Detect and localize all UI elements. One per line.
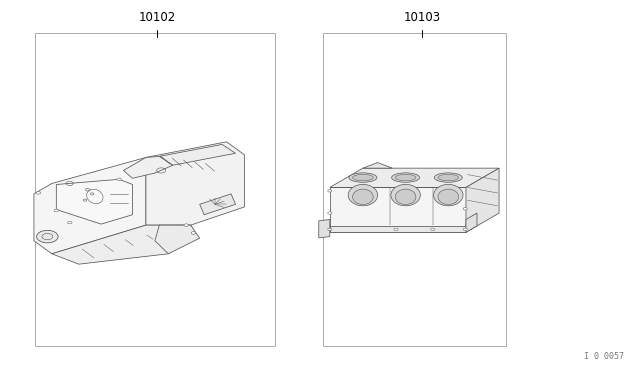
Circle shape <box>67 221 72 224</box>
Circle shape <box>328 190 332 192</box>
Polygon shape <box>466 168 499 232</box>
Circle shape <box>184 224 188 227</box>
Circle shape <box>36 230 58 243</box>
Polygon shape <box>52 225 195 264</box>
Ellipse shape <box>396 174 416 181</box>
Circle shape <box>394 228 398 231</box>
Ellipse shape <box>391 185 420 206</box>
Circle shape <box>463 228 467 231</box>
Text: 10103: 10103 <box>404 11 441 24</box>
Polygon shape <box>330 168 499 187</box>
Polygon shape <box>34 157 146 254</box>
Circle shape <box>54 209 58 212</box>
Circle shape <box>328 212 332 214</box>
Circle shape <box>36 192 40 194</box>
Ellipse shape <box>396 189 416 205</box>
Ellipse shape <box>353 174 373 181</box>
Ellipse shape <box>349 173 377 182</box>
Polygon shape <box>466 213 477 232</box>
Circle shape <box>328 228 332 231</box>
Circle shape <box>431 228 435 231</box>
Bar <box>35 33 275 346</box>
Polygon shape <box>330 187 466 232</box>
Ellipse shape <box>438 189 459 205</box>
Bar <box>323 33 506 346</box>
Circle shape <box>116 178 122 181</box>
Polygon shape <box>155 225 200 254</box>
Text: I 0 0057: I 0 0057 <box>584 352 624 361</box>
Ellipse shape <box>348 185 378 206</box>
Polygon shape <box>56 179 132 224</box>
Polygon shape <box>159 144 236 165</box>
Ellipse shape <box>435 173 462 182</box>
Polygon shape <box>330 226 466 232</box>
Polygon shape <box>200 194 236 215</box>
Ellipse shape <box>438 174 459 181</box>
Text: 10102: 10102 <box>138 11 175 24</box>
Polygon shape <box>124 156 173 178</box>
Polygon shape <box>146 142 244 225</box>
Circle shape <box>463 208 467 210</box>
Ellipse shape <box>392 173 420 182</box>
Ellipse shape <box>353 189 373 205</box>
Circle shape <box>191 232 196 234</box>
Polygon shape <box>319 219 330 238</box>
Polygon shape <box>363 163 392 168</box>
Ellipse shape <box>433 185 463 206</box>
